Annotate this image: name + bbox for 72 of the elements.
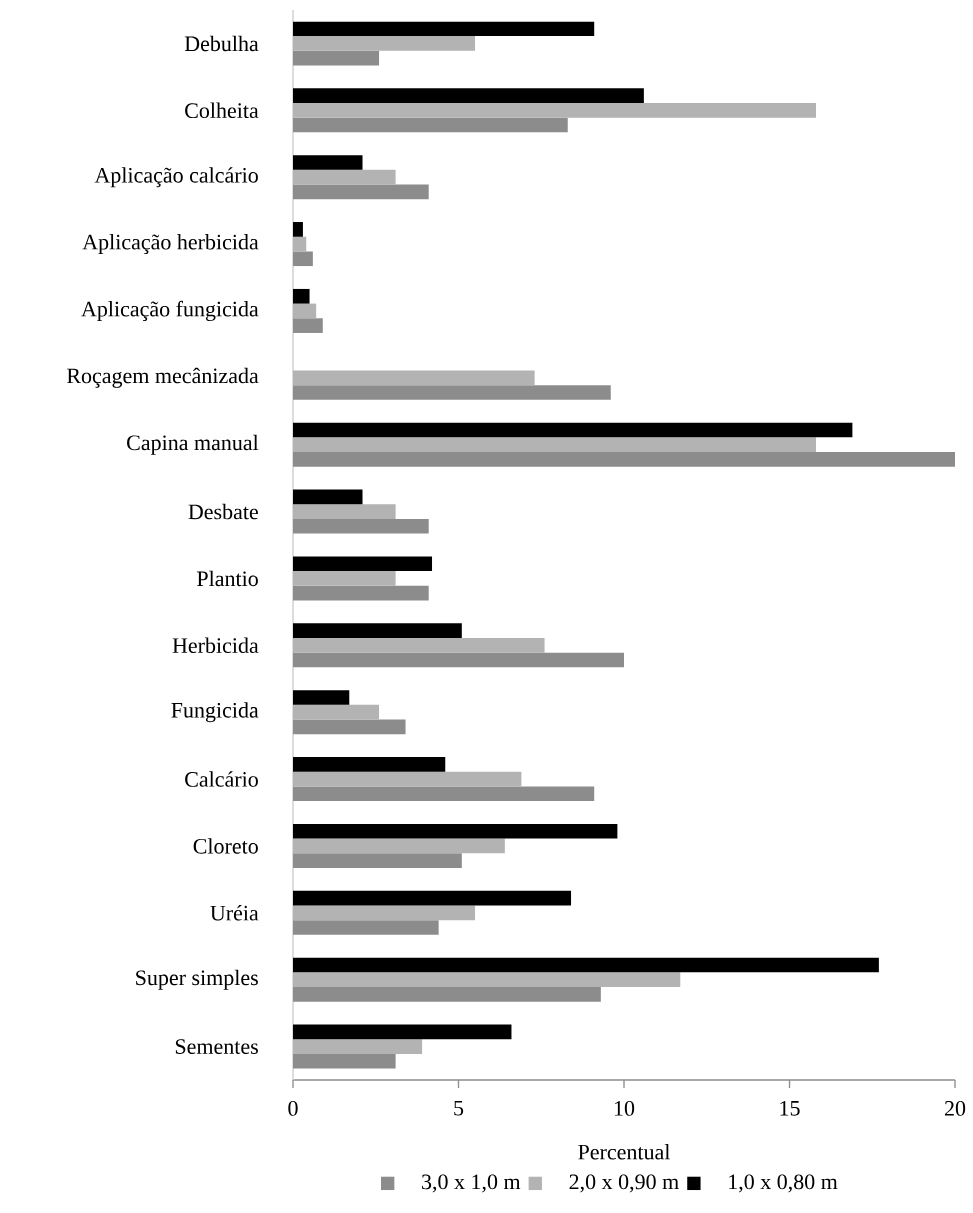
legend-label: 3,0 x 1,0 m [421, 1174, 521, 1193]
bar [292, 905, 475, 921]
y-tick-label: Debulha [184, 35, 259, 52]
y-tick-label: Aplicação herbicida [82, 234, 259, 255]
y-tick-label: Plantio [196, 570, 258, 587]
x-tick-label: 20 [944, 1100, 966, 1116]
y-tick-label: Fungicida [171, 702, 259, 723]
y-tick-label: Colheita [184, 102, 259, 119]
bar [292, 88, 644, 103]
y-tick-label: Calcário [184, 771, 258, 787]
legend-label: 1,0 x 0,80 m [729, 1174, 838, 1193]
bar [292, 437, 816, 453]
bar [292, 719, 406, 735]
bar [292, 786, 595, 802]
bar [292, 771, 522, 787]
y-tick-label: Super simples [135, 969, 258, 990]
bar [292, 236, 307, 252]
legend-label: 2,0 x 0,90 m [569, 1174, 679, 1193]
bar [292, 652, 624, 668]
bar [292, 556, 432, 572]
y-tick-label: Aplicação calcário [94, 167, 258, 188]
y-tick-label: Desbate [188, 503, 258, 520]
bar [292, 422, 853, 438]
y-tick-label: Cloreto [193, 838, 258, 854]
bar [292, 370, 535, 386]
bar [292, 1039, 422, 1054]
x-tick-label: 15 [780, 1100, 800, 1116]
y-tick-label: Capina manual [126, 434, 259, 455]
bar [292, 155, 363, 170]
bar [292, 36, 475, 51]
bar [292, 21, 595, 37]
bar [292, 222, 303, 237]
bar [292, 169, 396, 185]
bar [292, 288, 310, 304]
bar [292, 1053, 396, 1069]
bar [292, 704, 379, 720]
bar [292, 571, 396, 586]
y-tick-label: Sementes [175, 1039, 258, 1054]
bar [292, 518, 429, 534]
y-tick-label: Herbicida [172, 637, 259, 654]
bar [292, 987, 601, 1002]
bar [292, 823, 618, 839]
bar [292, 318, 323, 333]
bar [292, 1024, 512, 1040]
y-tick-label: Uréia [210, 905, 259, 921]
x-axis-title: Percentual [578, 1144, 670, 1160]
y-tick-label: Aplicação fungicida [81, 300, 259, 322]
y-tick-label: Roçagem mecânizada [66, 367, 259, 388]
bar [292, 117, 568, 133]
bar [292, 184, 429, 200]
bar [292, 757, 446, 772]
bar [292, 853, 462, 868]
bar [292, 972, 681, 988]
bar [292, 623, 462, 638]
bar [292, 957, 879, 973]
bar [292, 637, 545, 653]
bar [292, 251, 313, 267]
bar [292, 489, 363, 505]
bar [292, 385, 611, 400]
bar [292, 890, 571, 906]
bar [292, 920, 439, 935]
bar [292, 838, 505, 854]
x-tick-label: 5 [454, 1100, 463, 1116]
bar [292, 102, 816, 118]
bar [292, 504, 396, 519]
bar [292, 585, 429, 601]
bar [292, 690, 350, 705]
x-tick-label: 0 [288, 1100, 298, 1116]
x-tick-label: 10 [614, 1100, 635, 1116]
bar [292, 303, 317, 319]
bar [292, 50, 379, 66]
bar [292, 452, 955, 467]
